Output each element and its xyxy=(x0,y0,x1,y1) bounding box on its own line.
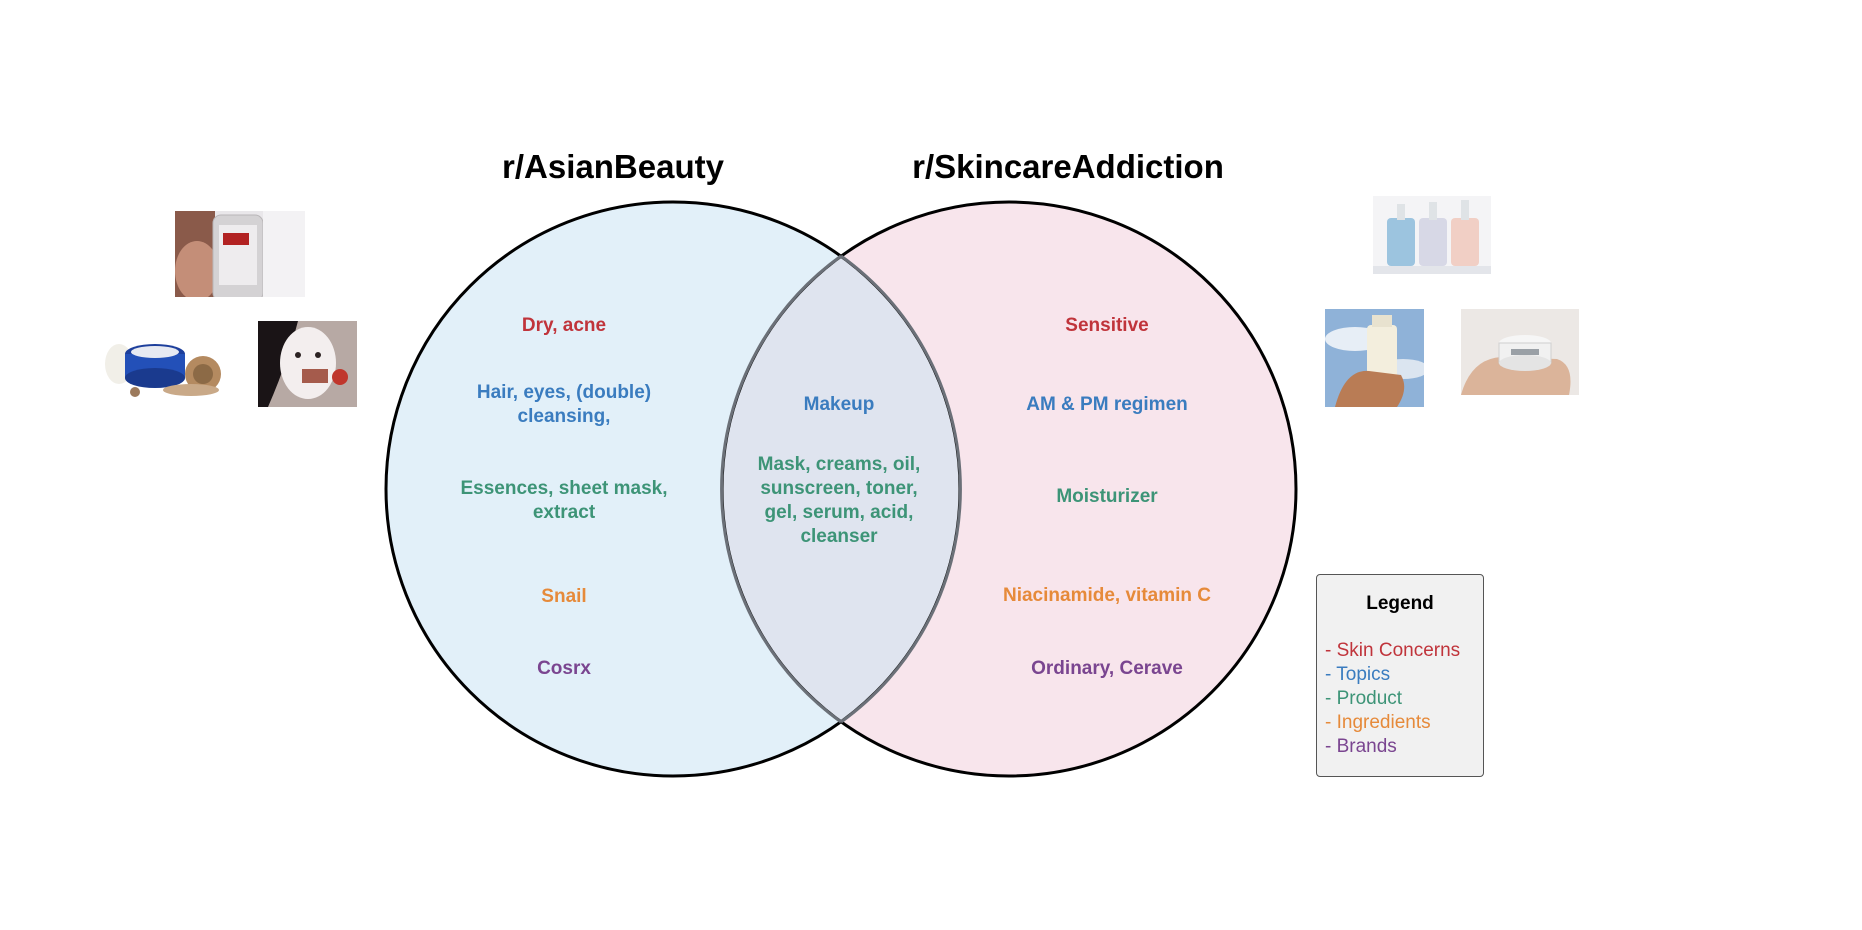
sheet-mask-face-photo xyxy=(258,321,357,407)
right-circle-title: r/SkincareAddiction xyxy=(912,148,1224,185)
legend-item-ingredients: - Ingredients xyxy=(1325,712,1431,733)
right-ingredients: Niacinamide, vitamin C xyxy=(1002,585,1212,606)
overlap-product: Mask, creams, oil, sunscreen, toner, gel… xyxy=(757,454,921,547)
right-product: Moisturizer xyxy=(1056,486,1158,507)
hand-holding-jar-photo xyxy=(1461,309,1579,395)
essence-bottle-photo xyxy=(175,211,305,297)
right-brands: Ordinary, Cerave xyxy=(1031,658,1183,679)
three-serum-bottles-photo xyxy=(1373,196,1491,274)
left-brands: Cosrx xyxy=(537,658,591,679)
overlap-arc-right xyxy=(840,254,962,724)
left-topics: Hair, eyes, (double) cleansing, xyxy=(476,382,652,427)
left-skin-concerns: Dry, acne xyxy=(521,315,607,336)
overlap-topics: Makeup xyxy=(803,394,875,415)
legend-item-product: - Product xyxy=(1325,688,1403,709)
left-ingredients: Snail xyxy=(541,586,587,607)
legend-item-brands: - Brands xyxy=(1325,736,1397,757)
legend-item-topics: - Topics xyxy=(1325,664,1391,685)
overlap-arc-left xyxy=(720,254,842,724)
snail-cream-jar-photo xyxy=(103,318,233,406)
left-circle-title: r/AsianBeauty xyxy=(502,148,724,185)
overlap-region xyxy=(722,202,960,776)
legend-title: Legend xyxy=(1366,593,1434,614)
legend-list: - Skin Concerns - Topics - Product - Ing… xyxy=(1325,639,1460,759)
hand-holding-bottle-photo xyxy=(1325,309,1424,407)
left-product: Essences, sheet mask, extract xyxy=(460,478,668,523)
legend-item-skin-concerns: - Skin Concerns xyxy=(1325,640,1461,661)
legend-box: Legend - Skin Concerns - Topics - Produc… xyxy=(1316,574,1484,777)
right-topics: AM & PM regimen xyxy=(1026,394,1188,415)
right-skin-concerns: Sensitive xyxy=(1065,315,1149,336)
